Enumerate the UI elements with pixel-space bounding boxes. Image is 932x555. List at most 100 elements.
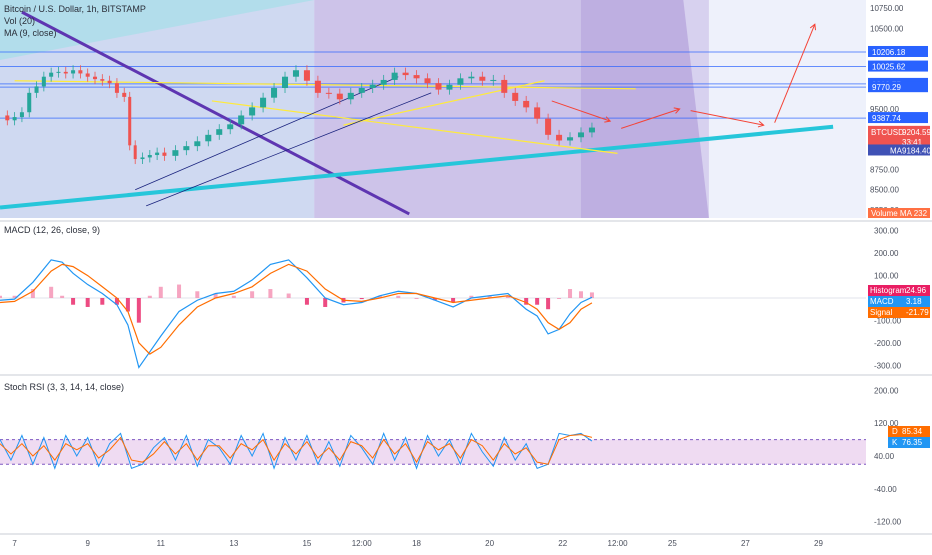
macd-histogram-bar (12, 295, 17, 298)
yellow-trendline (343, 80, 545, 126)
macd-histogram-bar (568, 289, 573, 298)
time-tick-label: 18 (412, 539, 421, 548)
time-tick-label: 22 (558, 539, 567, 548)
macd-histogram-bar (505, 295, 510, 298)
time-tick-label: 7 (12, 539, 17, 548)
macd-histogram-bar (100, 298, 105, 305)
macd-histogram-bar (414, 298, 419, 299)
candle (162, 152, 167, 156)
candle (468, 76, 475, 79)
shaded-zone-purple (314, 0, 709, 218)
candle (172, 150, 179, 156)
candle (194, 141, 201, 147)
time-tick-label: 9 (85, 539, 90, 548)
stoch-tick-label: 40.00 (874, 452, 895, 461)
candle (424, 78, 431, 84)
macd-tick-label: 300.00 (874, 227, 899, 236)
macd-badge (868, 307, 930, 318)
macd-histogram-bar (432, 298, 437, 301)
macd-badge-label: Histogram (870, 286, 907, 295)
candle (107, 80, 112, 84)
candle (358, 88, 365, 93)
stoch-badge-label: K (892, 438, 898, 447)
candle (34, 86, 39, 93)
candle (369, 84, 376, 89)
stoch-badge-value: 76.35 (902, 438, 923, 447)
candle (556, 134, 563, 141)
candle (100, 79, 105, 81)
macd-badge-value: 3.18 (906, 297, 922, 306)
time-tick-label: 12:00 (608, 539, 629, 548)
candle (140, 157, 145, 160)
candle (281, 76, 289, 89)
yellow-trendline (211, 100, 618, 155)
macd-line (0, 259, 593, 369)
stoch-badge (888, 437, 930, 448)
candle (577, 132, 585, 138)
macd-histogram-bar (195, 291, 200, 298)
stoch-badge (888, 426, 930, 437)
ma-badge-label: MA (890, 146, 903, 155)
price-tick-label: 10500.00 (870, 24, 904, 33)
candle (545, 118, 552, 135)
macd-histogram-bar (71, 298, 76, 305)
candle (63, 71, 68, 74)
price-tick-label: 8750.00 (870, 166, 899, 175)
forecast-arrow (621, 108, 680, 129)
macd-histogram-bar (304, 298, 309, 305)
macd-tick-label: 200.00 (874, 249, 899, 258)
macd-badge (868, 285, 930, 296)
candle (5, 115, 10, 121)
macd-histogram-bar (158, 286, 163, 298)
macd-histogram-bar (147, 295, 152, 298)
price-tick-label: 8500.00 (870, 186, 899, 195)
yellow-trendline (14, 80, 636, 90)
macd-badge-label: MACD (870, 297, 894, 306)
ma-legend: MA (9, close) (4, 28, 57, 38)
candle (402, 72, 409, 76)
candle (325, 92, 332, 94)
macd-badge (868, 296, 930, 307)
macd-histogram-bar (30, 289, 35, 298)
candle (227, 124, 234, 130)
last-price-timer: 33:41 (902, 138, 923, 147)
candle (501, 79, 508, 93)
price-legend-title: Bitcoin / U.S. Dollar, 1h, BITSTAMP (4, 4, 146, 14)
candle (216, 129, 223, 135)
candle (303, 70, 310, 81)
stoch-badge-label: D (892, 427, 898, 436)
candle (523, 100, 530, 108)
shaded-zone-cyan (0, 0, 315, 60)
candle (183, 146, 190, 151)
stoch-k-line (0, 432, 593, 470)
stoch-band (0, 439, 866, 465)
macd-tick-label: 100.00 (874, 272, 899, 281)
signal-line (0, 263, 593, 355)
level-badge-label: 9387.74 (872, 114, 901, 123)
stoch-d-line (0, 434, 593, 465)
macd-histogram-bar (213, 293, 218, 298)
macd-histogram-bar (231, 295, 236, 298)
macd-legend: MACD (12, 26, close, 9) (4, 225, 100, 235)
candle (413, 75, 420, 79)
stoch-legend: Stoch RSI (3, 3, 14, 14, close) (4, 382, 124, 392)
candle (238, 115, 245, 125)
candle (114, 83, 119, 93)
purple-trendline (21, 10, 410, 216)
macd-histogram-bar (85, 298, 90, 307)
time-tick-label: 13 (229, 539, 238, 548)
macd-histogram-bar (268, 289, 273, 298)
candle (71, 70, 76, 74)
candle (27, 92, 32, 113)
macd-histogram-bar (114, 298, 119, 305)
macd-histogram-bar (323, 298, 328, 307)
candle (534, 107, 541, 119)
macd-histogram-bar (469, 295, 474, 298)
macd-histogram-bar (487, 295, 492, 298)
candle (336, 93, 343, 100)
candle (380, 79, 387, 85)
time-tick-label: 29 (814, 539, 823, 548)
macd-badge-value: -21.79 (906, 308, 929, 317)
